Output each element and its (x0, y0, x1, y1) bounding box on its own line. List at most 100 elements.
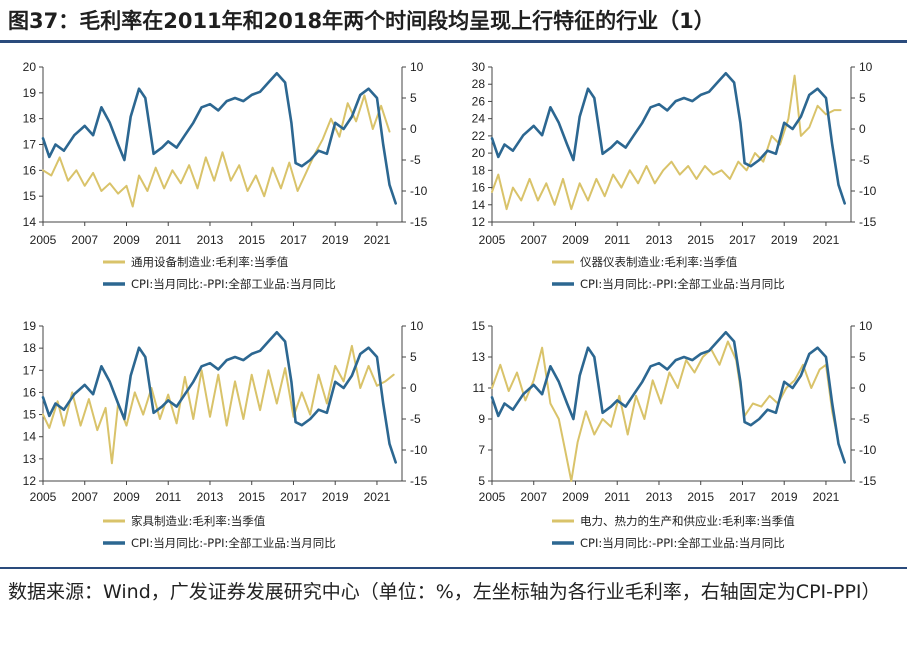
legend-label: 仪器仪表制造业:毛利率:当季值 (580, 255, 738, 269)
right-tick-label: -10 (410, 443, 428, 457)
chart-panel-3: 12 13 14 15 16 17 18 19 -15 -10 -5 0 5 10 2005 2007 2009… (23, 319, 428, 550)
left-tick-label: 17 (23, 138, 37, 152)
left-tick-label: 15 (472, 319, 486, 333)
x-tick-label: 2013 (646, 490, 673, 504)
x-tick-label: 2021 (813, 490, 840, 504)
industry-margin-line (491, 340, 840, 482)
x-tick-label: 2009 (562, 233, 589, 247)
figure-title: 图37：毛利率在2011年和2018年两个时间段均呈现上行特征的行业（1） (8, 9, 715, 33)
right-tick-label: 5 (410, 91, 417, 105)
footer-rule (0, 567, 907, 569)
chart-panel-1: 14 15 16 17 18 19 20 -15 -10 -5 0 5 10 2005 2007 2009 20… (23, 60, 428, 291)
x-tick-label: 2021 (364, 233, 391, 247)
left-tick-label: 14 (23, 215, 37, 229)
x-tick-label: 2013 (197, 490, 224, 504)
x-tick-label: 2007 (71, 233, 98, 247)
left-tick-label: 18 (472, 163, 486, 177)
left-tick-label: 19 (23, 86, 37, 100)
legend-label: 通用设备制造业:毛利率:当季值 (131, 255, 289, 269)
right-tick-label: -15 (410, 215, 428, 229)
left-tick-label: 22 (472, 129, 486, 143)
cpi-ppi-line (490, 330, 847, 464)
x-tick-label: 2007 (71, 490, 98, 504)
left-tick-label: 15 (23, 408, 37, 422)
right-tick-label: -10 (410, 184, 428, 198)
x-tick-label: 2005 (479, 233, 506, 247)
industry-margin-line (42, 344, 395, 465)
left-tick-label: 9 (478, 412, 485, 426)
x-tick-label: 2005 (30, 233, 57, 247)
left-tick-label: 24 (472, 112, 486, 126)
right-tick-label: 10 (410, 319, 424, 333)
x-tick-label: 2021 (364, 490, 391, 504)
x-tick-label: 2007 (520, 490, 547, 504)
left-tick-label: 7 (478, 443, 485, 457)
left-tick-label: 16 (472, 181, 486, 195)
left-tick-label: 14 (472, 198, 486, 212)
cpi-ppi-line (41, 71, 398, 205)
left-tick-label: 18 (23, 341, 37, 355)
right-tick-label: -15 (859, 215, 877, 229)
right-tick-label: 5 (859, 350, 866, 364)
chart-panel-4: 5 7 9 11 13 15 -15 -10 -5 0 5 10 2005 2007 2009 2011 201… (472, 319, 877, 550)
legend-label: CPI:当月同比:-PPI:全部工业品:当月同比 (580, 536, 785, 550)
left-tick-label: 13 (23, 452, 37, 466)
source-note: 数据来源：Wind，广发证券发展研究中心（单位：%，左坐标轴为各行业毛利率，右轴… (8, 581, 881, 603)
left-tick-label: 16 (23, 385, 37, 399)
cpi-ppi-line (490, 71, 847, 205)
right-tick-label: 5 (410, 350, 417, 364)
left-tick-label: 17 (23, 363, 37, 377)
x-tick-label: 2019 (322, 233, 349, 247)
x-tick-label: 2011 (604, 490, 630, 504)
right-tick-label: 5 (859, 91, 866, 105)
x-tick-label: 2015 (238, 233, 265, 247)
x-tick-label: 2011 (604, 233, 630, 247)
right-tick-label: -5 (859, 412, 870, 426)
left-tick-label: 30 (472, 60, 486, 74)
x-tick-label: 2017 (280, 233, 307, 247)
left-tick-label: 5 (478, 474, 485, 488)
x-tick-label: 2007 (520, 233, 547, 247)
left-tick-label: 26 (472, 94, 486, 108)
left-tick-label: 20 (472, 146, 486, 160)
x-tick-label: 2017 (729, 233, 756, 247)
x-tick-label: 2005 (30, 490, 57, 504)
legend-label: 家具制造业:毛利率:当季值 (131, 514, 266, 528)
right-tick-label: 0 (859, 122, 866, 136)
right-tick-label: 0 (859, 381, 866, 395)
legend-label: CPI:当月同比:-PPI:全部工业品:当月同比 (131, 277, 336, 291)
x-tick-label: 2015 (238, 490, 265, 504)
left-tick-label: 12 (23, 474, 37, 488)
right-tick-label: -15 (410, 474, 428, 488)
title-rule (0, 40, 907, 43)
x-tick-label: 2009 (113, 233, 140, 247)
x-tick-label: 2015 (687, 490, 714, 504)
cpi-ppi-line (41, 330, 398, 464)
left-tick-label: 18 (23, 112, 37, 126)
x-tick-label: 2019 (322, 490, 349, 504)
left-tick-label: 15 (23, 189, 37, 203)
x-tick-label: 2011 (155, 233, 181, 247)
x-tick-label: 2017 (280, 490, 307, 504)
left-tick-label: 14 (23, 430, 37, 444)
left-tick-label: 20 (23, 60, 37, 74)
right-tick-label: 10 (410, 60, 424, 74)
left-tick-label: 16 (23, 163, 37, 177)
x-tick-label: 2019 (771, 233, 798, 247)
left-tick-label: 13 (472, 350, 486, 364)
right-tick-label: 10 (859, 60, 873, 74)
right-tick-label: 0 (410, 381, 417, 395)
left-tick-label: 28 (472, 77, 486, 91)
legend-label: CPI:当月同比:-PPI:全部工业品:当月同比 (580, 277, 785, 291)
x-tick-label: 2015 (687, 233, 714, 247)
left-tick-label: 12 (472, 215, 486, 229)
right-tick-label: -15 (859, 474, 877, 488)
left-tick-label: 19 (23, 319, 37, 333)
right-tick-label: -10 (859, 443, 877, 457)
right-tick-label: -5 (859, 153, 870, 167)
legend-label: 电力、热力的生产和供应业:毛利率:当季值 (580, 514, 795, 528)
right-tick-label: -5 (410, 153, 421, 167)
x-tick-label: 2005 (479, 490, 506, 504)
industry-margin-line (491, 74, 842, 211)
